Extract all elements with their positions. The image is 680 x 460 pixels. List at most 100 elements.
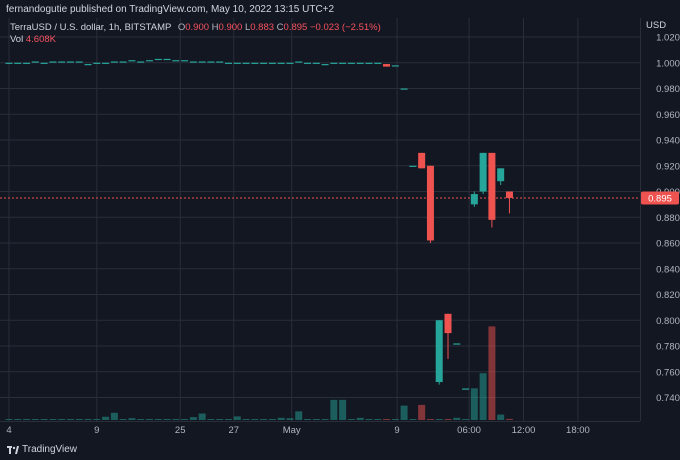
candle-body — [277, 62, 285, 64]
volume-bar — [163, 419, 171, 420]
candle-body — [66, 61, 74, 63]
volume-bar — [189, 417, 197, 420]
y-tick-label: 0.960 — [656, 110, 680, 121]
candle-body — [233, 62, 241, 64]
candle-body — [268, 62, 276, 64]
candle-body — [93, 62, 101, 64]
x-tick-label: 9 — [394, 425, 399, 436]
low-label: L — [244, 22, 251, 33]
symbol-name: TerraUSD / U.S. dollar, 1h, BITSTAMP — [10, 22, 172, 33]
y-tick-label: 0.760 — [656, 367, 680, 378]
volume-bar — [312, 419, 320, 420]
volume-label: Vol — [10, 34, 24, 45]
volume-bar — [347, 419, 355, 420]
candle-body — [391, 65, 399, 67]
candle-body — [339, 62, 347, 64]
candle-body — [312, 62, 320, 64]
volume-bar — [374, 419, 382, 420]
brand-name[interactable]: TradingView — [22, 444, 78, 455]
y-tick-label: 0.860 — [656, 239, 680, 250]
y-tick-label: 0.840 — [656, 264, 680, 275]
low-value: 0.883 — [250, 22, 275, 33]
volume-bar — [268, 419, 276, 420]
volume-bar — [409, 419, 417, 420]
footer: TradingView — [0, 440, 680, 460]
time-axis[interactable]: 4 9 25 27 May 9 06:00 12:00 18:00 — [0, 421, 640, 440]
volume-bar — [339, 399, 347, 420]
volume-bar — [128, 418, 136, 420]
volume-legend: Vol 4.608K — [10, 34, 56, 45]
x-tick-label: 18:00 — [566, 425, 590, 436]
currency-label[interactable]: USD — [646, 20, 667, 31]
volume-bar — [75, 419, 83, 420]
candle-body — [163, 58, 171, 61]
candle-body — [251, 62, 259, 64]
candle-body — [426, 165, 434, 241]
candle-body — [330, 62, 338, 64]
volume-value: 4.608K — [25, 34, 56, 45]
tradingview-logo-icon[interactable] — [7, 446, 19, 454]
y-tick-label: 0.880 — [656, 213, 680, 224]
volume-bar — [5, 419, 13, 420]
candle-body — [470, 194, 478, 205]
y-tick-label: 0.940 — [656, 136, 680, 147]
volume-bar — [497, 414, 505, 420]
volume-bar — [242, 419, 250, 420]
volume-bar — [225, 419, 232, 420]
candle-body — [110, 61, 118, 63]
candle-body — [198, 61, 206, 63]
volume-bar — [216, 419, 224, 420]
candle-body — [242, 62, 250, 64]
volume-bar — [304, 419, 312, 420]
ohlc-legend: TerraUSD / U.S. dollar, 1h, BITSTAMP O0.… — [10, 22, 381, 33]
candle-body — [365, 62, 373, 64]
high-value: 0.900 — [218, 22, 243, 33]
candle-body — [304, 62, 312, 64]
candle-body — [225, 62, 232, 64]
candle-body — [154, 58, 162, 61]
y-tick-label: 0.780 — [656, 342, 680, 353]
x-tick-label: 06:00 — [457, 425, 481, 436]
volume-bar — [251, 419, 259, 420]
candle-body — [31, 61, 39, 63]
candle-body — [374, 62, 382, 64]
close-value: 0.895 — [283, 22, 308, 33]
candle-body — [479, 152, 487, 192]
x-tick-label: May — [283, 425, 301, 436]
candle-body — [409, 165, 417, 167]
volume-bar — [207, 419, 215, 420]
volume-bar — [181, 419, 189, 420]
candle-body — [260, 62, 268, 64]
candle-body — [5, 62, 13, 64]
candles — [5, 58, 513, 390]
candle-body — [75, 61, 83, 63]
price-axis[interactable]: 1.0201.0000.9800.9600.9400.9200.9000.880… — [640, 18, 680, 421]
close-label: C — [276, 22, 284, 33]
volume-bar — [400, 405, 408, 420]
volume-bar — [435, 419, 443, 420]
volume-bar — [110, 412, 118, 420]
volume-bar — [58, 419, 66, 420]
volume-bar — [391, 419, 399, 420]
candle-body — [49, 61, 57, 63]
open-value: 0.900 — [185, 22, 210, 33]
volume-bar — [31, 419, 39, 420]
candle-body — [14, 62, 22, 64]
candle-body — [181, 60, 189, 62]
grid-lines — [0, 18, 640, 421]
volume-bar — [365, 419, 373, 420]
volume-bar — [488, 326, 496, 420]
candle-body — [295, 61, 303, 63]
y-tick-label: 0.920 — [656, 161, 680, 172]
volume-bar — [462, 419, 470, 420]
y-tick-label: 1.020 — [656, 33, 680, 44]
price-chart[interactable] — [0, 18, 640, 421]
candle-body — [40, 62, 48, 64]
candle-body — [444, 313, 452, 334]
volume-bar — [154, 419, 162, 420]
volume-bar — [233, 416, 241, 420]
candle-body — [347, 62, 355, 64]
candle-body — [119, 61, 127, 63]
candle-body — [286, 62, 294, 64]
candle-body — [488, 152, 496, 220]
